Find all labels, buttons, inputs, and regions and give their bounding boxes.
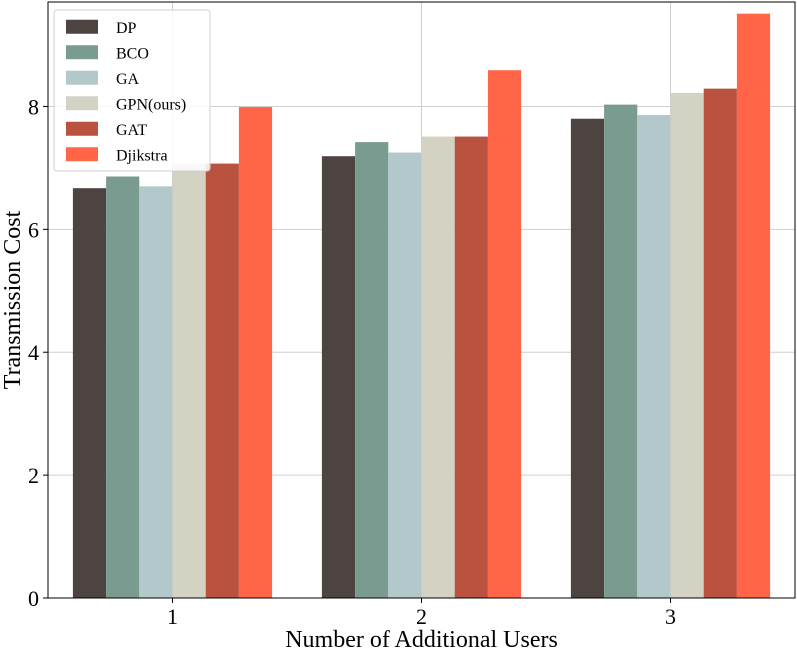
x-axis-title: Number of Additional Users	[285, 627, 558, 653]
legend-label: GAT	[116, 122, 147, 139]
bar-dp-2	[321, 156, 356, 598]
legend-swatch	[66, 121, 98, 136]
bar-gpn-ours--3	[670, 92, 704, 598]
bar-bco-1	[106, 176, 140, 598]
bar-bco-3	[604, 104, 638, 599]
bars	[72, 13, 771, 599]
y-tick-label: 4	[28, 340, 39, 365]
y-tick-label: 8	[28, 94, 39, 119]
x-tick-label: 1	[167, 604, 178, 629]
x-tick-label: 2	[416, 604, 427, 629]
legend-label: BCO	[116, 45, 149, 62]
x-tick-label: 3	[665, 604, 676, 629]
bar-gpn-ours--2	[421, 136, 455, 598]
legend-swatch	[66, 70, 98, 85]
legend-swatch	[66, 96, 98, 111]
bar-djikstra-3	[736, 13, 771, 598]
y-tick-label: 6	[28, 217, 39, 242]
bar-djikstra-2	[487, 70, 522, 598]
bar-bco-2	[355, 142, 389, 598]
bar-djikstra-1	[238, 107, 273, 598]
bar-ga-2	[388, 152, 422, 599]
y-tick-label: 0	[28, 586, 39, 611]
bar-dp-3	[570, 118, 605, 598]
bar-gat-3	[703, 88, 737, 599]
legend-label: GPN(ours)	[116, 96, 186, 113]
y-tick-label: 2	[28, 463, 39, 488]
bar-dp-1	[72, 188, 107, 598]
axis-ticks: 0 2 4 6 8 1 2 3	[28, 94, 676, 629]
bar-ga-3	[637, 115, 671, 599]
legend-label: Djikstra	[116, 147, 168, 164]
bar-gat-1	[205, 163, 239, 598]
bar-gpn-ours--1	[172, 163, 206, 598]
bar-gat-2	[454, 136, 488, 598]
bar-ga-1	[139, 186, 173, 598]
legend-swatch	[66, 19, 98, 34]
legend: DP BCO GA GPN(ours) GAT Djikstra	[53, 9, 211, 172]
y-axis-title: Transmission Cost	[0, 210, 26, 389]
legend-swatch	[66, 147, 98, 162]
legend-label: DP	[116, 20, 137, 37]
legend-label: GA	[116, 71, 140, 88]
legend-swatch	[66, 45, 98, 60]
